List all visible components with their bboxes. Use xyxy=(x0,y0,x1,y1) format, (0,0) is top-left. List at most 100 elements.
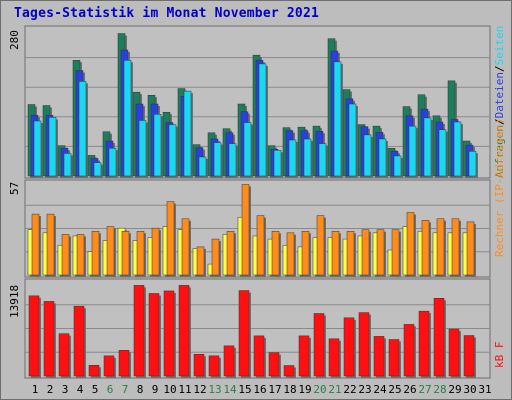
x-tick-label-1: 1 xyxy=(32,383,39,396)
bar-besuche-1 xyxy=(31,213,40,276)
bar-besuche-21 xyxy=(331,231,340,276)
bar-kbf-19 xyxy=(298,335,310,377)
bar-besuche-7 xyxy=(121,231,130,276)
x-tick-label-16: 16 xyxy=(253,383,266,396)
bar-seiten-18 xyxy=(288,139,297,177)
bar-kbf-25 xyxy=(388,339,400,377)
bar-kbf-12 xyxy=(193,353,205,377)
bar-kbf-22 xyxy=(343,317,355,377)
bar-kbf-5 xyxy=(88,365,100,377)
bar-seiten-9 xyxy=(153,114,162,177)
bar-kbf-7 xyxy=(118,350,130,377)
bar-seiten-20 xyxy=(318,143,327,177)
bar-seiten-16 xyxy=(258,63,267,177)
bar-besuche-30 xyxy=(466,221,475,276)
bar-besuche-13 xyxy=(211,238,220,276)
bar-kbf-2 xyxy=(43,301,55,377)
bar-seiten-19 xyxy=(303,138,312,177)
x-tick-label-30: 30 xyxy=(463,383,476,396)
bar-seiten-10 xyxy=(168,124,177,177)
bar-kbf-27 xyxy=(418,310,430,377)
bar-seiten-7 xyxy=(123,60,132,177)
x-tick-label-26: 26 xyxy=(403,383,416,396)
x-tick-label-14: 14 xyxy=(223,383,237,396)
bar-seiten-14 xyxy=(228,143,237,177)
x-tick-label-11: 11 xyxy=(178,383,191,396)
x-tick-label-6: 6 xyxy=(107,383,114,396)
bar-kbf-10 xyxy=(163,290,175,377)
x-tick-label-10: 10 xyxy=(163,383,176,396)
chart-title: Tages-Statistik im Monat November 2021 xyxy=(14,6,320,21)
bar-besuche-27 xyxy=(421,220,430,276)
bar-seiten-25 xyxy=(393,155,402,177)
bar-kbf-21 xyxy=(328,338,340,377)
bar-kbf-4 xyxy=(73,305,85,377)
x-tick-label-28: 28 xyxy=(433,383,446,396)
bar-seiten-3 xyxy=(63,153,72,177)
bar-besuche-3 xyxy=(61,234,70,276)
x-tick-label-20: 20 xyxy=(313,383,326,396)
bar-seiten-21 xyxy=(333,61,342,177)
bar-kbf-15 xyxy=(238,290,250,377)
bar-kbf-23 xyxy=(358,312,370,377)
bar-seiten-12 xyxy=(198,156,207,177)
x-tick-label-12: 12 xyxy=(193,383,206,396)
bar-seiten-5 xyxy=(93,162,102,177)
bar-kbf-3 xyxy=(58,333,70,377)
bar-besuche-17 xyxy=(271,231,280,276)
bar-seiten-4 xyxy=(78,81,87,177)
bar-seiten-27 xyxy=(423,117,432,177)
bar-besuche-9 xyxy=(151,227,160,276)
bar-besuche-15 xyxy=(241,184,250,276)
x-tick-label-5: 5 xyxy=(92,383,99,396)
bar-besuche-23 xyxy=(361,229,370,276)
bar-kbf-26 xyxy=(403,324,415,377)
x-tick-label-7: 7 xyxy=(122,383,129,396)
bar-seiten-2 xyxy=(48,117,57,177)
x-tick-label-3: 3 xyxy=(62,383,69,396)
bar-kbf-13 xyxy=(208,355,220,377)
x-tick-label-2: 2 xyxy=(47,383,54,396)
bar-besuche-26 xyxy=(406,212,415,276)
x-tick-label-21: 21 xyxy=(328,383,341,396)
bar-kbf-6 xyxy=(103,355,115,377)
bar-kbf-18 xyxy=(283,365,295,377)
bar-seiten-1 xyxy=(33,120,42,177)
bar-kbf-28 xyxy=(433,298,445,377)
bar-seiten-22 xyxy=(348,103,357,177)
bar-kbf-24 xyxy=(373,336,385,377)
bar-besuche-20 xyxy=(316,215,325,276)
bar-seiten-15 xyxy=(243,122,252,177)
bar-seiten-8 xyxy=(138,120,147,177)
bar-seiten-29 xyxy=(453,121,462,177)
x-tick-label-22: 22 xyxy=(343,383,356,396)
bar-kbf-14 xyxy=(223,345,235,377)
x-tick-label-4: 4 xyxy=(77,383,84,396)
bar-besuche-11 xyxy=(181,218,190,276)
bar-besuche-29 xyxy=(451,218,460,276)
bar-besuche-22 xyxy=(346,231,355,276)
bar-kbf-29 xyxy=(448,328,460,377)
x-tick-label-17: 17 xyxy=(268,383,281,396)
bar-seiten-30 xyxy=(468,151,477,177)
x-tick-label-13: 13 xyxy=(208,383,221,396)
x-tick-label-25: 25 xyxy=(388,383,401,396)
bar-kbf-9 xyxy=(148,293,160,377)
bar-kbf-8 xyxy=(133,285,145,377)
bar-besuche-25 xyxy=(391,229,400,276)
x-tick-label-31: 31 xyxy=(478,383,491,396)
bar-besuche-16 xyxy=(256,215,265,276)
bar-seiten-17 xyxy=(273,150,282,177)
bar-kbf-11 xyxy=(178,285,190,377)
bar-seiten-23 xyxy=(363,134,372,177)
x-tick-label-9: 9 xyxy=(152,383,159,396)
bar-kbf-20 xyxy=(313,313,325,377)
bar-seiten-26 xyxy=(408,125,417,177)
bar-kbf-17 xyxy=(268,352,280,377)
bar-seiten-28 xyxy=(438,129,447,177)
bar-besuche-10 xyxy=(166,201,175,276)
bar-seiten-13 xyxy=(213,142,222,177)
x-tick-label-15: 15 xyxy=(238,383,251,396)
x-tick-label-23: 23 xyxy=(358,383,371,396)
bar-besuche-24 xyxy=(376,229,385,276)
